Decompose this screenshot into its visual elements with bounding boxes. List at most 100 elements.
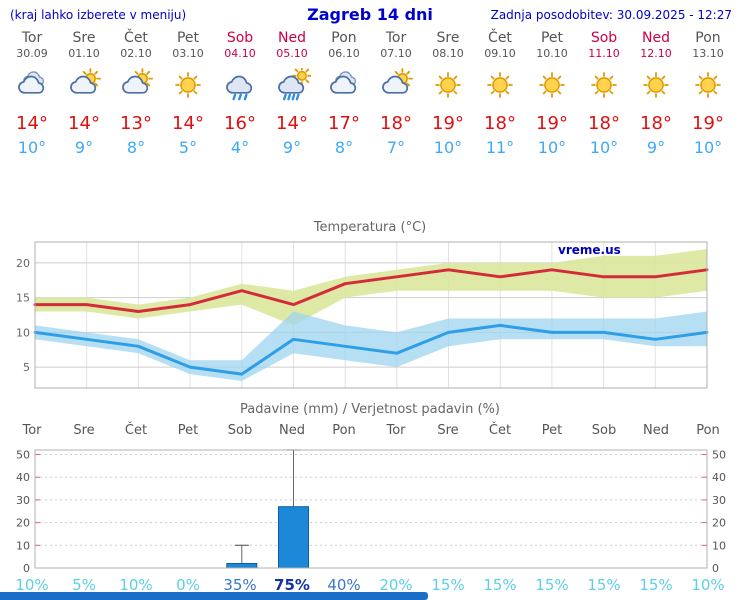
svg-text:20: 20 <box>712 517 726 530</box>
svg-text:15: 15 <box>16 292 30 305</box>
day-name: Ned <box>278 30 306 46</box>
day-name: Tor <box>21 30 43 46</box>
precipitation-probability-row: 10% 5% 10% 0% 35% 75% 40% 20% 15% 15% 15% 15% 15% 10% <box>6 576 734 594</box>
precip-probability: 75% <box>274 576 310 594</box>
max-temperature: 18° <box>640 113 672 134</box>
sunny-icon <box>643 72 669 98</box>
cloudy-icon <box>18 71 45 94</box>
max-temperature: 14° <box>68 113 100 134</box>
sunny-icon <box>695 72 721 98</box>
weather-icon-cell <box>162 61 214 107</box>
svg-text:0: 0 <box>23 562 30 575</box>
precipitation-bar <box>278 506 309 569</box>
min-temperature: 10° <box>693 138 723 157</box>
precip-probability: 0% <box>176 576 200 594</box>
day-column: Pet 10.10 19° 10° <box>526 30 578 163</box>
day-date: 07.10 <box>380 47 412 60</box>
weather-icon-cell <box>526 61 578 107</box>
day-column: Čet 02.10 13° 8° <box>110 30 162 163</box>
precip-probability: 15% <box>483 576 517 594</box>
last-update: Zadnja posodobitev: 30.09.2025 - 12:27 <box>490 8 732 22</box>
svg-text:30: 30 <box>712 494 726 507</box>
day-name: Pon <box>331 30 357 46</box>
max-temperature: 19° <box>536 113 568 134</box>
precip-probability: 15% <box>431 576 465 594</box>
precip-probability: 20% <box>379 576 413 594</box>
weather-icon-cell <box>474 61 526 107</box>
page-title: Zagreb 14 dni <box>307 5 433 24</box>
precip-day-label: Ned <box>643 423 669 438</box>
day-name: Čet <box>124 30 148 46</box>
day-column: Sre 08.10 19° 10° <box>422 30 474 163</box>
temperature-chart-title: Temperatura (°C) <box>313 220 427 235</box>
precip-day-label: Ned <box>279 423 305 438</box>
min-temperature: 10° <box>589 138 619 157</box>
day-column: Pet 03.10 14° 5° <box>162 30 214 163</box>
precip-day-label: Sre <box>73 423 95 438</box>
day-column: Čet 09.10 18° 11° <box>474 30 526 163</box>
svg-text:0: 0 <box>712 562 719 575</box>
max-temperature: 18° <box>588 113 620 134</box>
precip-day-label: Čet <box>124 423 148 438</box>
day-column: Sob 11.10 18° 10° <box>578 30 630 163</box>
day-date: 09.10 <box>484 47 516 60</box>
precip-probability: 15% <box>639 576 673 594</box>
day-date: 02.10 <box>120 47 152 60</box>
day-name: Pon <box>695 30 721 46</box>
svg-text:10: 10 <box>16 326 30 339</box>
watermark: vreme.us <box>558 243 621 257</box>
day-date: 08.10 <box>432 47 464 60</box>
precip-probability: 35% <box>223 576 257 594</box>
min-temperature: 10° <box>537 138 567 157</box>
precipitation-chart-title: Padavine (mm) / Verjetnost padavin (%) <box>240 402 500 417</box>
precip-day-label: Sob <box>227 423 253 438</box>
svg-text:40: 40 <box>16 471 30 484</box>
weather-icon-cell <box>214 61 266 107</box>
min-temperature: 10° <box>17 138 47 157</box>
weather-icon-cell <box>422 61 474 107</box>
min-temperature: 9° <box>646 138 666 157</box>
weather-icon-cell <box>266 61 318 107</box>
header: (kraj lahko izberete v meniju) Zagreb 14… <box>0 5 740 27</box>
precip-day-label: Tor <box>22 423 42 438</box>
day-date: 30.09 <box>16 47 48 60</box>
day-name: Sre <box>436 30 460 46</box>
max-temperature: 18° <box>484 113 516 134</box>
precip-day-label: Sob <box>591 423 617 438</box>
day-column: Tor 30.09 14° 10° <box>6 30 58 163</box>
svg-text:20: 20 <box>16 517 30 530</box>
day-column: Ned 12.10 18° 9° <box>630 30 682 163</box>
svg-text:10: 10 <box>16 539 30 552</box>
precip-day-label: Sre <box>437 423 459 438</box>
day-name: Sob <box>226 30 254 46</box>
min-temperature: 5° <box>178 138 198 157</box>
weather-icon-cell <box>318 61 370 107</box>
precip-probability: 10% <box>15 576 49 594</box>
day-column: Tor 07.10 18° 7° <box>370 30 422 163</box>
day-name: Sob <box>590 30 618 46</box>
sunny-icon <box>175 72 201 98</box>
partly-cloudy-icon <box>70 68 101 94</box>
max-temperature: 14° <box>276 113 308 134</box>
precip-day-label: Pon <box>696 423 720 438</box>
day-date: 04.10 <box>224 47 256 60</box>
max-temperature-line <box>33 268 709 313</box>
weather-icon-cell <box>682 61 734 107</box>
weather-icon-cell <box>6 61 58 107</box>
day-column: Sre 01.10 14° 9° <box>58 30 110 163</box>
day-name: Čet <box>488 30 512 46</box>
max-temperature: 19° <box>432 113 464 134</box>
day-date: 06.10 <box>328 47 360 60</box>
day-date: 13.10 <box>692 47 724 60</box>
weather-icon-cell <box>630 61 682 107</box>
precipitation-day-labels: Tor Sre Čet Pet Sob Ned Pon Tor Sre Čet Pet Sob Ned P… <box>6 423 734 438</box>
weather-icon-cell <box>370 61 422 107</box>
precipitation-bar <box>226 563 258 569</box>
day-date: 03.10 <box>172 47 204 60</box>
svg-text:40: 40 <box>712 471 726 484</box>
day-column: Pon 06.10 17° 8° <box>318 30 370 163</box>
svg-text:50: 50 <box>712 449 726 462</box>
footer-bar <box>0 592 428 600</box>
precip-probability: 40% <box>327 576 361 594</box>
min-temperature: 9° <box>282 138 302 157</box>
